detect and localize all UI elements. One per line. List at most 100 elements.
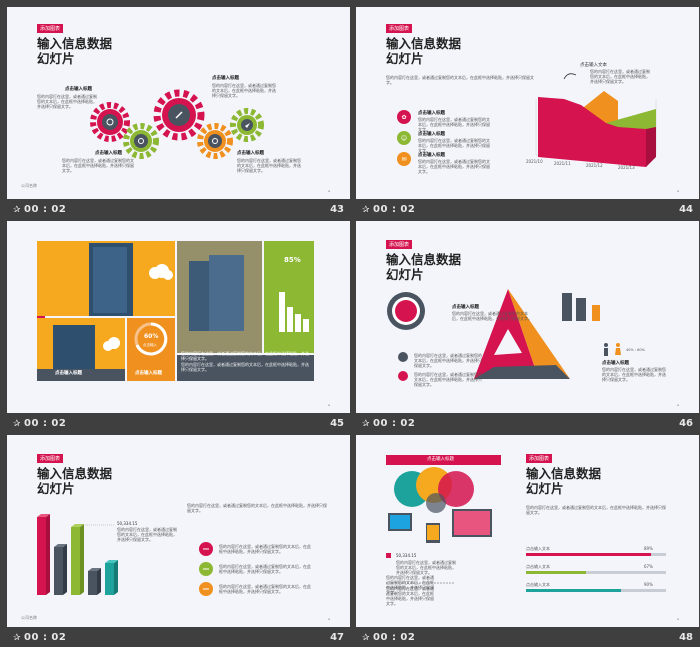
slide-status-bar: ✰ 00 : 02 44 [356,201,699,219]
item-text-1: 您的内容打在这里，或者通过复制您的文本后，在此框中选择粘贴，并选择只保留文字。 [219,544,311,554]
slide-status-bar: ✰ 00 : 02 43 [7,201,350,219]
list-text-2: 您的内容打在这里，或者通过复制您的文本后，在此框中选择粘贴，并选择只保留文字。 [418,138,490,153]
slide-thumbnail-46[interactable]: 添加图表 输入信息数据 幻灯片 点击输入标题 [356,221,699,433]
stat-value: 50,334.15 [396,553,417,558]
slide-status-bar: ✰ 00 : 02 46 [356,415,699,433]
slide-number: 46 [679,418,693,429]
slide-title: 输入信息数据 幻灯片 [37,36,113,66]
item-text-3: 您的内容打在这里，或者通过复制您的文本后，在此框中选择粘贴，并选择只保留文字。 [219,584,311,594]
slide-thumbnail-47[interactable]: 添加图表 输入信息数据 幻灯片 50,334.15 您的内容打在这里，或者通过复… [7,435,350,647]
slide-corner-mark: ▪ [676,617,679,621]
slide-thumbnail-44[interactable]: 添加图表 输入信息数据 幻灯片 您的内容打在这里，或者通过复制您的文本后，在此框… [356,7,699,219]
icon-text-2: 您的内容打在这里，或者通过复制您的文本后，在此框中选择粘贴，并选择只保留文字。 [414,372,482,387]
gear-heading-3: 点击输入标题 [95,151,122,156]
star-icon: ✰ [362,205,371,215]
gear-text-3: 您的内容打在这里，或者通过复制您的文本后，在此框中选择粘贴，并选择只保留文字。 [62,158,134,173]
progress-label: 点击输入文本 [526,546,550,551]
infographic-collage [37,241,314,381]
gear-red-small [90,102,130,142]
chart-annotation-text: 您的内容打在这里，或者通过复制您的文本后，在此框中选择粘贴，并选择只保留文字。 [590,69,650,84]
slide-number: 47 [330,632,344,643]
list-text-3: 您的内容打在这里，或者通过复制您的文本后，在此框中选择粘贴，并选择只保留文字。 [418,159,490,174]
bar-chart-3d [37,514,213,596]
star-icon: ✰ [13,205,22,215]
star-icon: ✰ [362,419,371,429]
star-icon: ✰ [362,633,371,643]
slide-corner-mark: ▪ [327,189,330,193]
paragraph-text: 您的内容打在这里，或者通过复制您的文本后，在此框中选择粘贴，并选择只保留文字。 [526,505,666,515]
slide-tag: 添加图表 [386,24,413,33]
right-heading: 点击输入标题 [602,361,629,366]
devices-illustration [386,455,501,584]
progress-track [526,589,666,592]
slide-tag: 添加图表 [386,240,413,249]
star-icon: ✰ [13,419,22,429]
transition-time: ✰ 00 : 02 [362,418,416,429]
slide-corner-mark: ▪ [327,403,330,407]
slide-corner-mark: ▪ [676,189,679,193]
slide-canvas: 添加图表 输入信息数据 幻灯片 [7,7,350,199]
progress-value: 89% [644,546,653,551]
slide-corner-mark: ▪ [676,403,679,407]
slide-thumbnail-45[interactable]: 85% 60% 点击输入 点击输入标题 点击输入标题 您的内容打在这里，或者通过… [7,221,350,433]
item-text-2: 您的内容打在这里，或者通过复制您的文本后，在此框中选择粘贴，并选择只保留文字。 [219,564,311,574]
svg-text:✿: ✿ [401,114,406,121]
list-text-1: 您的内容打在这里，或者通过复制您的文本后，在此框中选择粘贴，并选择只保留文字。 [418,117,490,132]
gear-text-1: 您的内容打在这里，或者通过复制您的文本后，在此框中选择粘贴，并选择只保留文字。 [37,94,97,109]
progress-fill [526,553,651,556]
stat-text: 您的内容打在这里，或者通过复制您的文本后，在此框中选择粘贴，并选择只保留文字。 [117,527,177,542]
gears-diagram [90,89,264,159]
dark-panel-heading: 点击输入标题 [55,371,82,376]
list-heading-1: 点击输入标题 [418,111,445,116]
icon-text-1: 您的内容打在这里，或者通过复制您的文本后，在此框中选择粘贴，并选择只保留文字。 [414,353,482,368]
x-label-2: 2021/11 [554,161,571,166]
slide-canvas: 点击输入标题 50,334.15 您的内容打在这里，或者通过复制您的文本后，在此… [356,435,699,627]
slide-status-bar: ✰ 00 : 02 47 [7,629,350,647]
transition-time: ✰ 00 : 02 [362,204,416,215]
transition-time: ✰ 00 : 02 [13,418,67,429]
slide-canvas: 85% 60% 点击输入 点击输入标题 点击输入标题 您的内容打在这里，或者通过… [7,221,350,413]
slide-thumbnail-43[interactable]: 添加图表 输入信息数据 幻灯片 [7,7,350,219]
banner-title: 点击输入标题 [427,457,454,462]
gear-heading-4: 点击输入标题 [237,151,264,156]
intro-text: 您的内容打在这里，或者通过复制您的文本后，在此框中选择粘贴，并选择只保留文字。 [386,75,534,85]
right-text: 您的内容打在这里，或者通过复制您的文本后，在此框中选择粘贴，并选择只保留文字。 [602,367,666,382]
gear-green-small [123,123,159,159]
slide-title: 输入信息数据 幻灯片 [386,252,462,282]
area-chart-3d [535,73,657,167]
slide-corner-mark: ▪ [327,617,330,621]
slide-tag: 添加图表 [526,454,553,463]
triangle-heading: 点击输入标题 [452,305,479,310]
photo-caption: 您的内容打在这里，或者通过复制您的文本后，在此框中选择粘贴，并选择只保留文字。 [181,351,309,361]
transition-time: ✰ 00 : 02 [13,204,67,215]
slide-tag: 添加图表 [37,24,64,33]
company-logo: 公司名称 [21,183,37,188]
triangle-text: 您的内容打在这里，或者通过复制您的文本后，在此框中选择粘贴，并选择只保留文字。 [452,311,532,321]
small-text-2: 您的内容打在这里，或者通过复制您的文本后，在此框中选择粘贴，并选择只保留文字。 [386,586,434,606]
list-heading-3: 点击输入标题 [418,153,445,158]
gear-heading-1: 点击输入标题 [65,87,92,92]
svg-text:✉: ✉ [401,156,406,163]
slide-number: 44 [679,204,693,215]
company-logo: 公司名称 [21,615,37,620]
x-label-3: 2021/12 [586,163,603,168]
chart-annotation: 点击输入文本 [580,63,607,68]
x-label-1: 2021/10 [526,159,543,164]
slide-title: 输入信息数据 幻灯片 [37,466,113,496]
progress-fill [526,571,587,574]
slide-thumbnail-48[interactable]: 点击输入标题 50,334.15 您的内容打在这里，或者通过复制您的文本后，在此… [356,435,699,647]
percent-85: 85% [284,256,301,264]
star-icon: ✰ [13,633,22,643]
progress-track [526,553,666,556]
list-heading-2: 点击输入标题 [418,132,445,137]
slide-canvas: 添加图表 输入信息数据 幻灯片 50,334.15 您的内容打在这里，或者通过复… [7,435,350,627]
gear-red-large [153,89,205,141]
paragraph-text: 您的内容打在这里，或者通过复制您的文本后，在此框中选择粘贴，并选择只保留文字。 [187,503,327,513]
progress-label: 点击输入文本 [526,564,550,569]
ring-label: 点击输入 [143,343,157,347]
stat-text: 您的内容打在这里，或者通过复制您的文本后，在此框中选择粘贴，并选择只保留文字。 [396,560,456,575]
slide-tag: 添加图表 [37,454,64,463]
gear-text-4: 您的内容打在这里，或者通过复制您的文本后，在此框中选择粘贴，并选择只保留文字。 [237,158,301,173]
bottom-panel-text: 您的内容打在这里，或者通过复制您的文本后，在此框中选择粘贴，并选择只保留文字。 [181,362,309,372]
gear-green-right [230,108,264,142]
